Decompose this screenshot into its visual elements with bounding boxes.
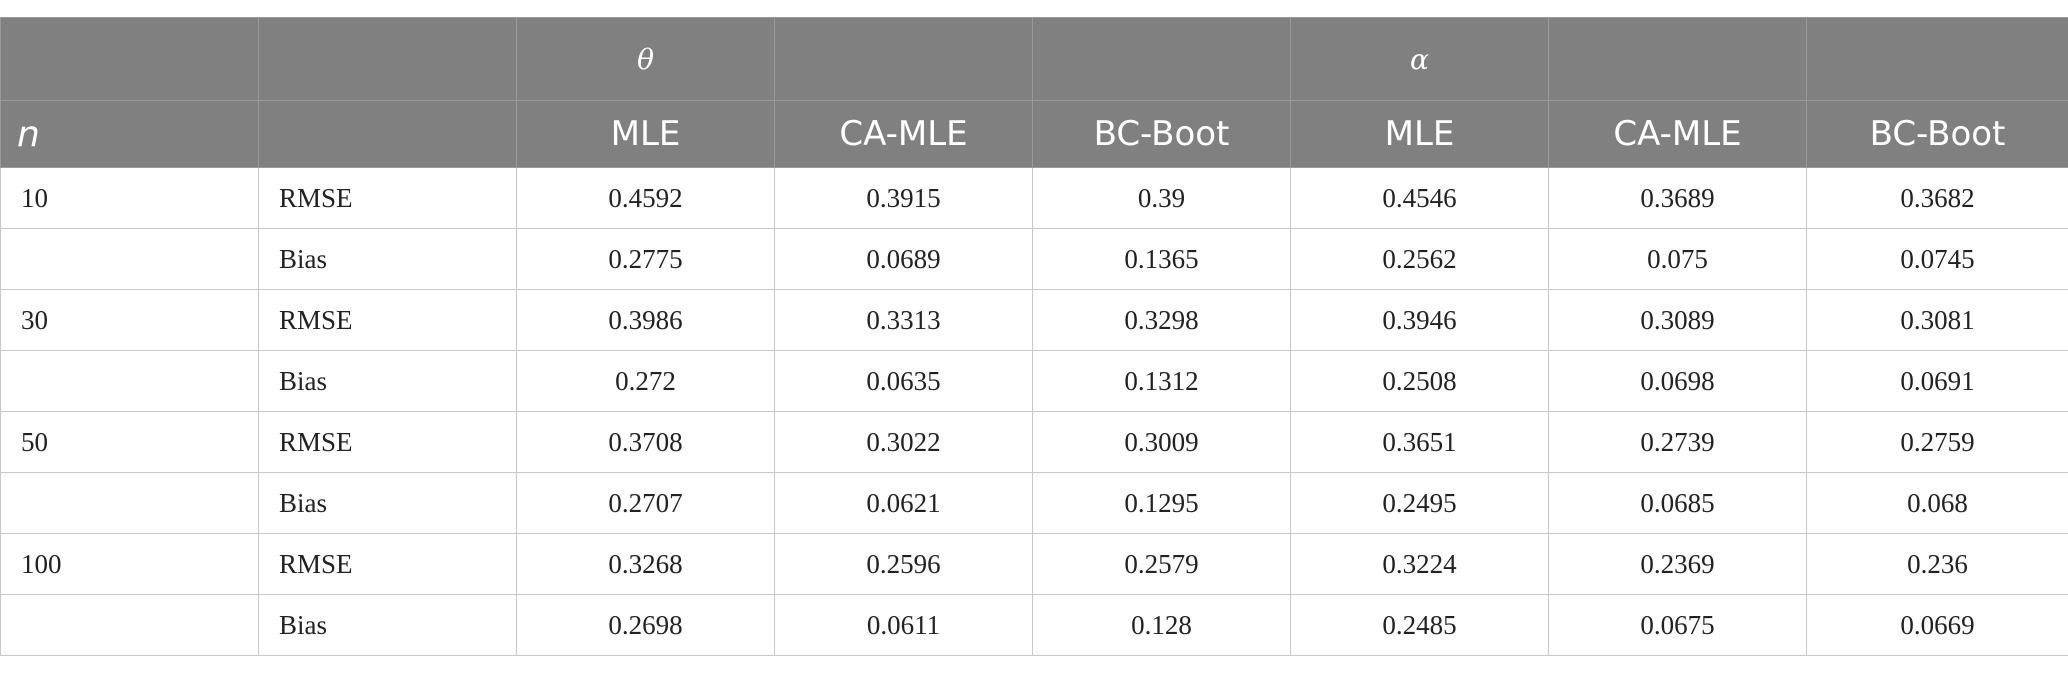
header-alpha-bc-boot-cell: BC-Boot — [1806, 100, 2068, 168]
table-row: Bias 0.2775 0.0689 0.1365 0.2562 0.075 0.0745 — [0, 228, 2068, 290]
alpha-ca-mle-cell: 0.3089 — [1548, 289, 1807, 351]
n-cell: 10 — [0, 167, 259, 229]
theta-ca-mle-cell: 0.3915 — [774, 167, 1033, 229]
theta-mle-cell: 0.3708 — [516, 411, 775, 473]
n-cell — [0, 472, 259, 534]
theta-mle-cell: 0.272 — [516, 350, 775, 412]
alpha-mle-cell: 0.3224 — [1290, 533, 1549, 595]
alpha-mle-cell: 0.2495 — [1290, 472, 1549, 534]
metric-cell: Bias — [258, 228, 517, 290]
alpha-bc-boot-cell: 0.0691 — [1806, 350, 2068, 412]
header-theta-bc-boot-cell: BC-Boot — [1032, 100, 1291, 168]
table-row: 100 RMSE 0.3268 0.2596 0.2579 0.3224 0.2369 0.2… — [0, 533, 2068, 595]
header-parameter-cell — [258, 17, 517, 101]
alpha-bc-boot-cell: 0.0669 — [1806, 594, 2068, 656]
theta-bc-boot-cell: 0.1365 — [1032, 228, 1291, 290]
header-parameter-cell: θ — [516, 17, 775, 101]
header-row-methods: n MLE CA-MLE BC-Boot MLE CA-MLE BC-Boot — [0, 100, 2068, 168]
theta-ca-mle-cell: 0.2596 — [774, 533, 1033, 595]
results-table: θ α n MLE CA-MLE BC-Boot MLE CA-MLE BC-Boot 10 RMS… — [0, 17, 2068, 656]
alpha-ca-mle-cell: 0.075 — [1548, 228, 1807, 290]
theta-ca-mle-cell: 0.0621 — [774, 472, 1033, 534]
metric-cell: RMSE — [258, 533, 517, 595]
n-cell — [0, 594, 259, 656]
header-parameter-cell — [0, 17, 259, 101]
theta-bc-boot-cell: 0.1295 — [1032, 472, 1291, 534]
theta-mle-cell: 0.2698 — [516, 594, 775, 656]
alpha-ca-mle-cell: 0.0698 — [1548, 350, 1807, 412]
alpha-mle-cell: 0.3651 — [1290, 411, 1549, 473]
alpha-ca-mle-cell: 0.2369 — [1548, 533, 1807, 595]
metric-cell: RMSE — [258, 411, 517, 473]
theta-mle-cell: 0.2707 — [516, 472, 775, 534]
metric-cell: RMSE — [258, 289, 517, 351]
header-theta-mle-cell: MLE — [516, 100, 775, 168]
alpha-bc-boot-cell: 0.3081 — [1806, 289, 2068, 351]
alpha-bc-boot-cell: 0.0745 — [1806, 228, 2068, 290]
header-parameter-cell — [1548, 17, 1807, 101]
table-row: Bias 0.2698 0.0611 0.128 0.2485 0.0675 0.0669 — [0, 594, 2068, 656]
header-theta-ca-mle-cell: CA-MLE — [774, 100, 1033, 168]
n-cell: 50 — [0, 411, 259, 473]
n-cell: 100 — [0, 533, 259, 595]
alpha-ca-mle-cell: 0.3689 — [1548, 167, 1807, 229]
alpha-bc-boot-cell: 0.068 — [1806, 472, 2068, 534]
table-row: Bias 0.2707 0.0621 0.1295 0.2495 0.0685 0.068 — [0, 472, 2068, 534]
table-row: 10 RMSE 0.4592 0.3915 0.39 0.4546 0.3689 0.3682 — [0, 167, 2068, 229]
theta-bc-boot-cell: 0.39 — [1032, 167, 1291, 229]
alpha-ca-mle-cell: 0.0685 — [1548, 472, 1807, 534]
metric-cell: Bias — [258, 472, 517, 534]
theta-ca-mle-cell: 0.0611 — [774, 594, 1033, 656]
alpha-ca-mle-cell: 0.0675 — [1548, 594, 1807, 656]
header-parameter-cell — [1806, 17, 2068, 101]
theta-bc-boot-cell: 0.2579 — [1032, 533, 1291, 595]
n-cell: 30 — [0, 289, 259, 351]
alpha-bc-boot-cell: 0.3682 — [1806, 167, 2068, 229]
theta-mle-cell: 0.3986 — [516, 289, 775, 351]
theta-ca-mle-cell: 0.3022 — [774, 411, 1033, 473]
theta-bc-boot-cell: 0.3298 — [1032, 289, 1291, 351]
n-cell — [0, 350, 259, 412]
table-row: 50 RMSE 0.3708 0.3022 0.3009 0.3651 0.2739 0.27… — [0, 411, 2068, 473]
alpha-mle-cell: 0.4546 — [1290, 167, 1549, 229]
alpha-bc-boot-cell: 0.2759 — [1806, 411, 2068, 473]
table-row: Bias 0.272 0.0635 0.1312 0.2508 0.0698 0.0691 — [0, 350, 2068, 412]
header-parameter-cell — [774, 17, 1033, 101]
header-parameter-cell: α — [1290, 17, 1549, 101]
header-alpha-ca-mle-cell: CA-MLE — [1548, 100, 1807, 168]
header-n-cell: n — [0, 100, 259, 168]
metric-cell: Bias — [258, 350, 517, 412]
theta-mle-cell: 0.4592 — [516, 167, 775, 229]
alpha-mle-cell: 0.3946 — [1290, 289, 1549, 351]
theta-mle-cell: 0.2775 — [516, 228, 775, 290]
alpha-mle-cell: 0.2485 — [1290, 594, 1549, 656]
n-cell — [0, 228, 259, 290]
alpha-mle-cell: 0.2562 — [1290, 228, 1549, 290]
theta-bc-boot-cell: 0.3009 — [1032, 411, 1291, 473]
alpha-mle-cell: 0.2508 — [1290, 350, 1549, 412]
header-metric-cell — [258, 100, 517, 168]
alpha-ca-mle-cell: 0.2739 — [1548, 411, 1807, 473]
metric-cell: Bias — [258, 594, 517, 656]
alpha-bc-boot-cell: 0.236 — [1806, 533, 2068, 595]
theta-ca-mle-cell: 0.0635 — [774, 350, 1033, 412]
header-alpha-mle-cell: MLE — [1290, 100, 1549, 168]
theta-bc-boot-cell: 0.128 — [1032, 594, 1291, 656]
header-parameter-cell — [1032, 17, 1291, 101]
table-row: 30 RMSE 0.3986 0.3313 0.3298 0.3946 0.3089 0.30… — [0, 289, 2068, 351]
theta-mle-cell: 0.3268 — [516, 533, 775, 595]
theta-ca-mle-cell: 0.0689 — [774, 228, 1033, 290]
theta-ca-mle-cell: 0.3313 — [774, 289, 1033, 351]
metric-cell: RMSE — [258, 167, 517, 229]
theta-bc-boot-cell: 0.1312 — [1032, 350, 1291, 412]
